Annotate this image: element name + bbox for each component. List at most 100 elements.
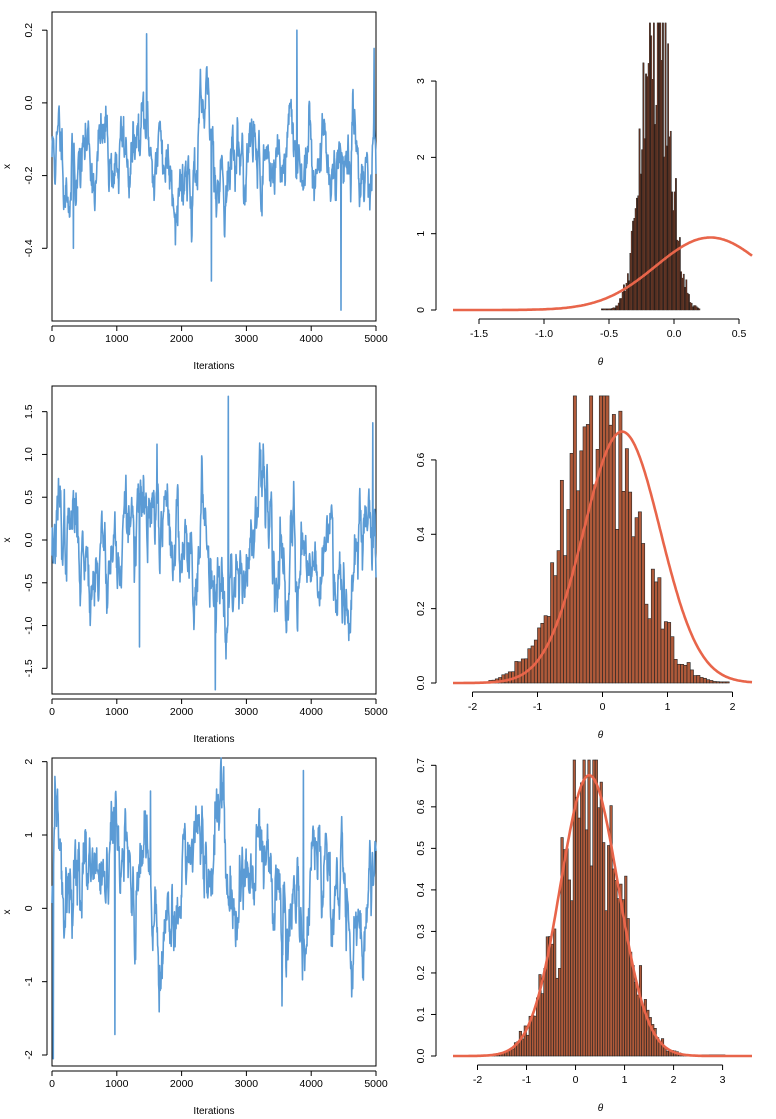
histogram-bar <box>631 536 636 684</box>
histogram-bar <box>676 663 681 684</box>
x-tick-label: 2000 <box>170 1078 194 1090</box>
y-tick-label: -0.5 <box>23 574 35 592</box>
histogram-bar <box>709 680 714 684</box>
x-tick-label: 2 <box>730 701 736 713</box>
histogram-bar <box>722 681 727 684</box>
histogram-bar <box>567 879 571 1057</box>
y-tick-label: -2 <box>23 1050 35 1059</box>
histogram-bar <box>670 636 675 684</box>
histogram-bar <box>514 661 519 684</box>
histogram-bar <box>634 981 638 1057</box>
y-tick-label: 0 <box>415 307 427 313</box>
y-tick-label: 0.3 <box>415 924 427 939</box>
x-axis-title: θ <box>598 730 604 741</box>
histogram-bar <box>592 484 597 684</box>
y-tick-label: -0.4 <box>23 239 35 257</box>
density-curve <box>452 236 753 312</box>
histogram-bar <box>657 577 662 684</box>
panel-trace-2: 0 1000 2000 3000 4000 5000 -1.5 -1.0 -0.5 0.0 0.5 1… <box>2 385 388 745</box>
x-tick-label: 4000 <box>300 1078 324 1090</box>
histogram-bar <box>575 796 579 1057</box>
histogram-bar <box>621 491 626 684</box>
histogram-bar <box>546 616 551 684</box>
y-tick-label: -0.2 <box>23 166 35 184</box>
histogram-bar <box>585 829 589 1057</box>
y-tick-label: 0.6 <box>415 799 427 814</box>
histogram-bar <box>587 759 591 1057</box>
histogram-bar <box>550 562 555 684</box>
y-tick-label: 3 <box>415 78 427 84</box>
histogram-bar <box>597 807 601 1057</box>
histogram-bar <box>680 664 685 684</box>
histogram-bar <box>654 581 659 684</box>
y-tick-label: 0.1 <box>415 1007 427 1022</box>
histogram-bar <box>511 1048 515 1057</box>
x-tick-label: -2 <box>468 701 477 713</box>
y-tick-label: 0.4 <box>415 882 427 897</box>
histogram-bar <box>725 681 730 684</box>
histogram-bar <box>592 759 596 1057</box>
histogram-bar <box>582 759 586 1057</box>
trace-series-line <box>51 395 377 691</box>
histogram-bar <box>585 424 590 684</box>
histogram-bar <box>683 664 688 684</box>
x-tick-label: 1000 <box>105 333 129 345</box>
panel-trace-1: 0 1000 2000 3000 4000 5000 -0.4 -0.2 0.0 0.2 Itera… <box>2 11 388 372</box>
histogram-bar <box>616 898 620 1057</box>
histogram-bar <box>582 426 587 684</box>
histogram-bar <box>602 842 606 1057</box>
y-tick-label: 0.0 <box>23 533 35 548</box>
histogram-bar <box>611 868 616 1057</box>
histogram-bar <box>570 900 574 1057</box>
histogram-bar <box>526 1034 530 1057</box>
x-tick-label: -1.0 <box>535 328 553 340</box>
histogram-bar <box>558 968 562 1057</box>
histogram-bar <box>614 880 618 1057</box>
histogram-bar <box>673 659 678 684</box>
y-axis-title: x <box>2 164 13 169</box>
trace-series-line <box>51 757 377 1060</box>
histogram-bar <box>702 677 707 684</box>
histogram-bar <box>712 681 717 684</box>
histogram-bar <box>637 511 642 684</box>
y-tick-label: 2 <box>415 154 427 160</box>
histogram-bar <box>607 845 611 1057</box>
x-tick-label: 2000 <box>170 706 194 718</box>
y-tick-label: 1 <box>23 832 35 838</box>
x-tick-label: 4000 <box>300 333 324 345</box>
x-tick-label: 0 <box>49 706 55 718</box>
histogram-bar <box>589 395 594 684</box>
y-tick-label: 0.0 <box>415 676 427 691</box>
x-tick-label: 5000 <box>364 1078 388 1090</box>
histogram-bar <box>667 622 672 684</box>
histogram-bar <box>696 675 701 684</box>
x-tick-label: 0 <box>49 1078 55 1090</box>
y-tick-label: 0.7 <box>415 758 427 773</box>
x-tick-label: 5000 <box>364 706 388 718</box>
x-tick-label: 0.5 <box>732 328 747 340</box>
histogram-bar <box>618 410 623 684</box>
y-tick-label: 0.2 <box>415 601 427 616</box>
histogram-bar <box>589 865 594 1057</box>
panel-hist-2: -2 -1 0 1 2 θ 0.0 0.2 0.4 0.6 <box>415 395 753 741</box>
y-tick-label: 1.5 <box>23 404 35 419</box>
histogram-bar <box>550 943 554 1057</box>
histogram-bar <box>686 662 691 684</box>
x-tick-label: 5000 <box>364 333 388 345</box>
histogram-bar <box>719 681 724 684</box>
histogram-bar <box>624 448 629 684</box>
histogram-bar <box>661 1038 665 1057</box>
x-tick-label: -0.5 <box>600 328 618 340</box>
histogram-bar <box>608 424 613 684</box>
histogram-bar <box>629 951 633 1057</box>
x-axis-title: Iterations <box>193 734 234 745</box>
panel-hist-1: -1.5 -1.0 -0.5 0.0 0.5 θ 0 1 2 3 <box>415 22 753 368</box>
plot-frame <box>51 757 377 1067</box>
histogram-bar <box>517 661 522 684</box>
x-tick-label: -2 <box>473 1074 482 1086</box>
histogram-bar <box>599 781 603 1057</box>
x-tick-label: 3000 <box>235 706 259 718</box>
histogram-bar <box>518 1030 522 1057</box>
histogram-bar <box>594 759 598 1057</box>
y-axis-title: x <box>2 910 13 915</box>
